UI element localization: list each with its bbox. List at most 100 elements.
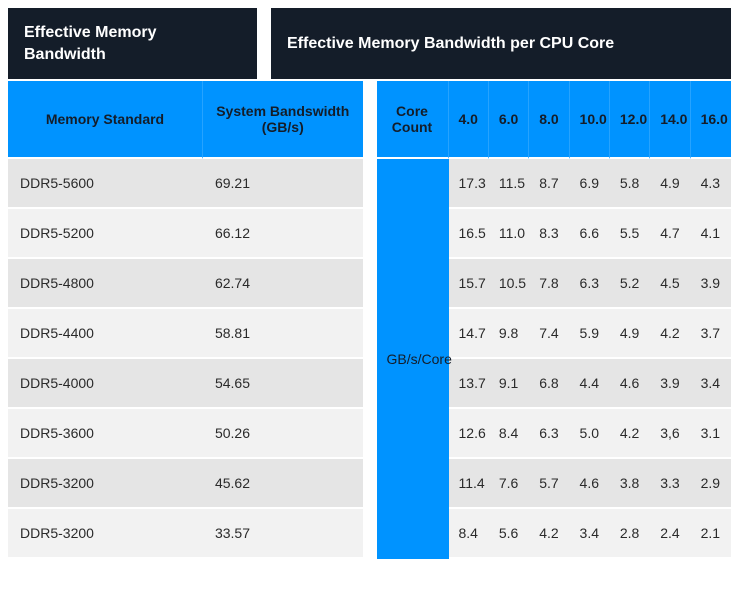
cell-value: 3.4	[570, 509, 610, 559]
right-col-core-10: 10.0	[570, 81, 610, 159]
cell-value: 5.6	[489, 509, 529, 559]
cell-memory-standard: DDR5-3200	[8, 459, 203, 509]
cell-value: 3.1	[691, 409, 731, 459]
cell-value: 5.7	[529, 459, 569, 509]
cell-value: 9.1	[489, 359, 529, 409]
cell-value: 4.5	[650, 259, 690, 309]
cell-value: 8.4	[489, 409, 529, 459]
cell-value: 7.8	[529, 259, 569, 309]
cell-value: 11.5	[489, 159, 529, 209]
table-row: DDR5-520066.12	[8, 209, 363, 259]
cell-memory-standard: DDR5-3600	[8, 409, 203, 459]
table-row: GB/s/Core 17.311.58.76.95.84.94.3	[377, 159, 732, 209]
cell-memory-standard: DDR5-5200	[8, 209, 203, 259]
right-col-core-count: Core Count	[377, 81, 449, 159]
cell-value: 2.1	[691, 509, 731, 559]
cell-value: 3,6	[650, 409, 690, 459]
right-col-core-4: 4.0	[449, 81, 489, 159]
cell-value: 3.7	[691, 309, 731, 359]
cell-bandwidth: 45.62	[203, 459, 363, 509]
cell-value: 6.3	[570, 259, 610, 309]
right-col-core-6: 6.0	[489, 81, 529, 159]
cell-value: 4.6	[570, 459, 610, 509]
cell-value: 2.4	[650, 509, 690, 559]
cell-value: 2.8	[610, 509, 650, 559]
cell-value: 4.2	[610, 409, 650, 459]
cell-bandwidth: 58.81	[203, 309, 363, 359]
table-row: DDR5-320033.57	[8, 509, 363, 559]
right-col-core-16: 16.0	[691, 81, 731, 159]
cell-value: 10.5	[489, 259, 529, 309]
cell-value: 5.0	[570, 409, 610, 459]
table-row: DDR5-560069.21	[8, 159, 363, 209]
cell-value: 6.6	[570, 209, 610, 259]
cell-value: 17.3	[449, 159, 489, 209]
table-row: DDR5-440058.81	[8, 309, 363, 359]
left-table: Memory Standard System Bandswidth (GB/s)…	[8, 81, 363, 559]
cell-bandwidth: 50.26	[203, 409, 363, 459]
cell-value: 4.7	[650, 209, 690, 259]
cell-value: 4.3	[691, 159, 731, 209]
left-col-system-bandwidth: System Bandswidth (GB/s)	[203, 81, 363, 159]
cell-value: 11.4	[449, 459, 489, 509]
cell-value: 3.3	[650, 459, 690, 509]
cell-value: 3.9	[691, 259, 731, 309]
right-col-core-8: 8.0	[529, 81, 569, 159]
cell-bandwidth: 69.21	[203, 159, 363, 209]
cell-value: 8.3	[529, 209, 569, 259]
cell-value: 4.1	[691, 209, 731, 259]
right-table: Core Count 4.0 6.0 8.0 10.0 12.0 14.0 16…	[377, 81, 732, 559]
title-row: Effective Memory Bandwidth Effective Mem…	[8, 8, 731, 79]
cell-value: 5.8	[610, 159, 650, 209]
cell-memory-standard: DDR5-4000	[8, 359, 203, 409]
cell-value: 7.6	[489, 459, 529, 509]
right-title: Effective Memory Bandwidth per CPU Core	[271, 8, 731, 79]
cell-value: 15.7	[449, 259, 489, 309]
cell-value: 4.2	[529, 509, 569, 559]
cell-value: 13.7	[449, 359, 489, 409]
cell-value: 5.5	[610, 209, 650, 259]
cell-bandwidth: 62.74	[203, 259, 363, 309]
right-header-row: Core Count 4.0 6.0 8.0 10.0 12.0 14.0 16…	[377, 81, 732, 159]
cell-value: 4.9	[610, 309, 650, 359]
cell-value: 2.9	[691, 459, 731, 509]
cell-value: 6.9	[570, 159, 610, 209]
cell-value: 4.9	[650, 159, 690, 209]
cell-value: 12.6	[449, 409, 489, 459]
cell-memory-standard: DDR5-4800	[8, 259, 203, 309]
cell-value: 3.8	[610, 459, 650, 509]
cell-value: 5.9	[570, 309, 610, 359]
cell-value: 7.4	[529, 309, 569, 359]
unit-label-cell: GB/s/Core	[377, 159, 449, 559]
left-title: Effective Memory Bandwidth	[8, 8, 257, 79]
cell-memory-standard: DDR5-3200	[8, 509, 203, 559]
table-row: DDR5-400054.65	[8, 359, 363, 409]
table-row: DDR5-360050.26	[8, 409, 363, 459]
cell-value: 11.0	[489, 209, 529, 259]
cell-memory-standard: DDR5-4400	[8, 309, 203, 359]
cell-value: 3.9	[650, 359, 690, 409]
left-col-memory-standard: Memory Standard	[8, 81, 203, 159]
cell-value: 9.8	[489, 309, 529, 359]
cell-value: 4.2	[650, 309, 690, 359]
left-tbody: DDR5-560069.21 DDR5-520066.12 DDR5-48006…	[8, 159, 363, 559]
right-tbody: GB/s/Core 17.311.58.76.95.84.94.3 16.511…	[377, 159, 732, 559]
cell-value: 14.7	[449, 309, 489, 359]
cell-value: 3.4	[691, 359, 731, 409]
cell-value: 6.8	[529, 359, 569, 409]
cell-bandwidth: 66.12	[203, 209, 363, 259]
cell-value: 16.5	[449, 209, 489, 259]
right-col-core-14: 14.0	[650, 81, 690, 159]
cell-value: 6.3	[529, 409, 569, 459]
cell-value: 4.4	[570, 359, 610, 409]
cell-value: 4.6	[610, 359, 650, 409]
cell-memory-standard: DDR5-5600	[8, 159, 203, 209]
right-col-core-12: 12.0	[610, 81, 650, 159]
left-header-row: Memory Standard System Bandswidth (GB/s)	[8, 81, 363, 159]
table-row: DDR5-320045.62	[8, 459, 363, 509]
cell-bandwidth: 33.57	[203, 509, 363, 559]
tables-row: Memory Standard System Bandswidth (GB/s)…	[8, 81, 731, 559]
cell-value: 5.2	[610, 259, 650, 309]
cell-value: 8.4	[449, 509, 489, 559]
cell-value: 8.7	[529, 159, 569, 209]
